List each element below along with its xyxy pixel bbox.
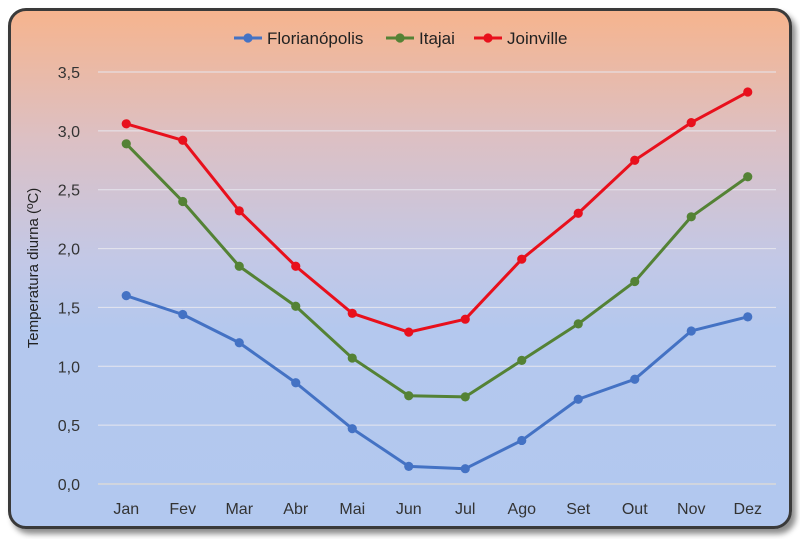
data-point-itajai [460, 392, 470, 402]
y-tick-label: 0,5 [58, 418, 80, 435]
data-point-florian-polis [234, 338, 244, 348]
data-point-florian-polis [291, 378, 301, 388]
series-lines [121, 87, 753, 474]
data-point-joinville [686, 118, 696, 128]
data-point-joinville [404, 327, 414, 337]
x-axis-ticks: Jan Fev Mar Abr Mai Jun Jul Ago Set Out Nov Dez [113, 501, 762, 518]
data-point-itajai [291, 301, 301, 311]
x-tick-label: Out [622, 501, 648, 518]
data-point-itajai [686, 212, 696, 222]
y-axis-ticks: 0,0 0,5 1,0 1,5 2,0 2,5 3,0 3,5 [58, 65, 80, 494]
series-line-joinville [124, 90, 750, 334]
legend-swatch-marker-florian-polis [243, 33, 253, 43]
x-tick-label: Nov [677, 501, 705, 518]
data-point-joinville [460, 314, 470, 324]
x-tick-label: Ago [508, 501, 537, 518]
data-point-florian-polis [347, 424, 357, 434]
data-point-joinville [347, 308, 357, 318]
data-point-joinville [178, 135, 188, 145]
legend-label-florian-polis: Florianópolis [267, 29, 363, 48]
data-point-florian-polis [573, 394, 583, 404]
y-axis-label: Temperatura diurna (ºC) [25, 188, 42, 349]
y-tick-label: 2,5 [58, 183, 80, 200]
legend-swatch-marker-itajai [395, 33, 405, 43]
data-point-joinville [573, 208, 583, 218]
data-point-itajai [234, 261, 244, 271]
data-point-itajai [121, 139, 131, 149]
x-tick-label: Jun [396, 501, 422, 518]
y-tick-label: 1,5 [58, 300, 80, 317]
series-line-florian-polis [124, 294, 750, 471]
x-tick-label: Jul [455, 501, 475, 518]
data-point-florian-polis [404, 461, 414, 471]
data-point-itajai [743, 172, 753, 182]
series-line-itajai [124, 142, 750, 399]
x-tick-label: Mar [225, 501, 253, 518]
chart-frame [8, 8, 792, 529]
y-tick-label: 0,0 [58, 477, 80, 494]
x-tick-label: Abr [283, 501, 309, 518]
x-tick-label: Set [566, 501, 591, 518]
data-point-florian-polis [630, 374, 640, 384]
y-tick-label: 2,0 [58, 242, 80, 259]
data-point-itajai [573, 319, 583, 329]
data-point-joinville [121, 119, 131, 129]
y-tick-label: 1,0 [58, 359, 80, 376]
legend: Florianópolis Itajai Joinville [234, 29, 567, 48]
data-point-itajai [347, 353, 357, 363]
data-point-florian-polis [686, 326, 696, 336]
legend-label-itajai: Itajai [419, 29, 455, 48]
data-point-itajai [178, 196, 188, 207]
data-point-joinville [517, 254, 527, 264]
data-point-itajai [630, 276, 640, 287]
data-point-joinville [291, 261, 301, 271]
y-tick-label: 3,0 [58, 124, 80, 141]
data-point-florian-polis [517, 435, 527, 446]
data-point-florian-polis [178, 309, 188, 320]
data-point-itajai [404, 391, 414, 401]
data-point-florian-polis [121, 291, 131, 301]
x-tick-label: Mai [339, 501, 365, 518]
data-point-joinville [630, 155, 640, 165]
legend-label-joinville: Joinville [507, 29, 567, 48]
data-point-joinville [234, 206, 244, 216]
x-tick-label: Jan [113, 501, 139, 518]
gridlines [98, 71, 776, 485]
legend-swatch-marker-joinville [483, 33, 493, 43]
data-point-joinville [743, 87, 753, 97]
data-point-florian-polis [743, 312, 753, 322]
x-tick-label: Fev [169, 501, 196, 518]
x-tick-label: Dez [734, 501, 762, 518]
data-point-florian-polis [460, 464, 470, 474]
y-tick-label: 3,5 [58, 65, 80, 82]
data-point-itajai [517, 355, 527, 365]
